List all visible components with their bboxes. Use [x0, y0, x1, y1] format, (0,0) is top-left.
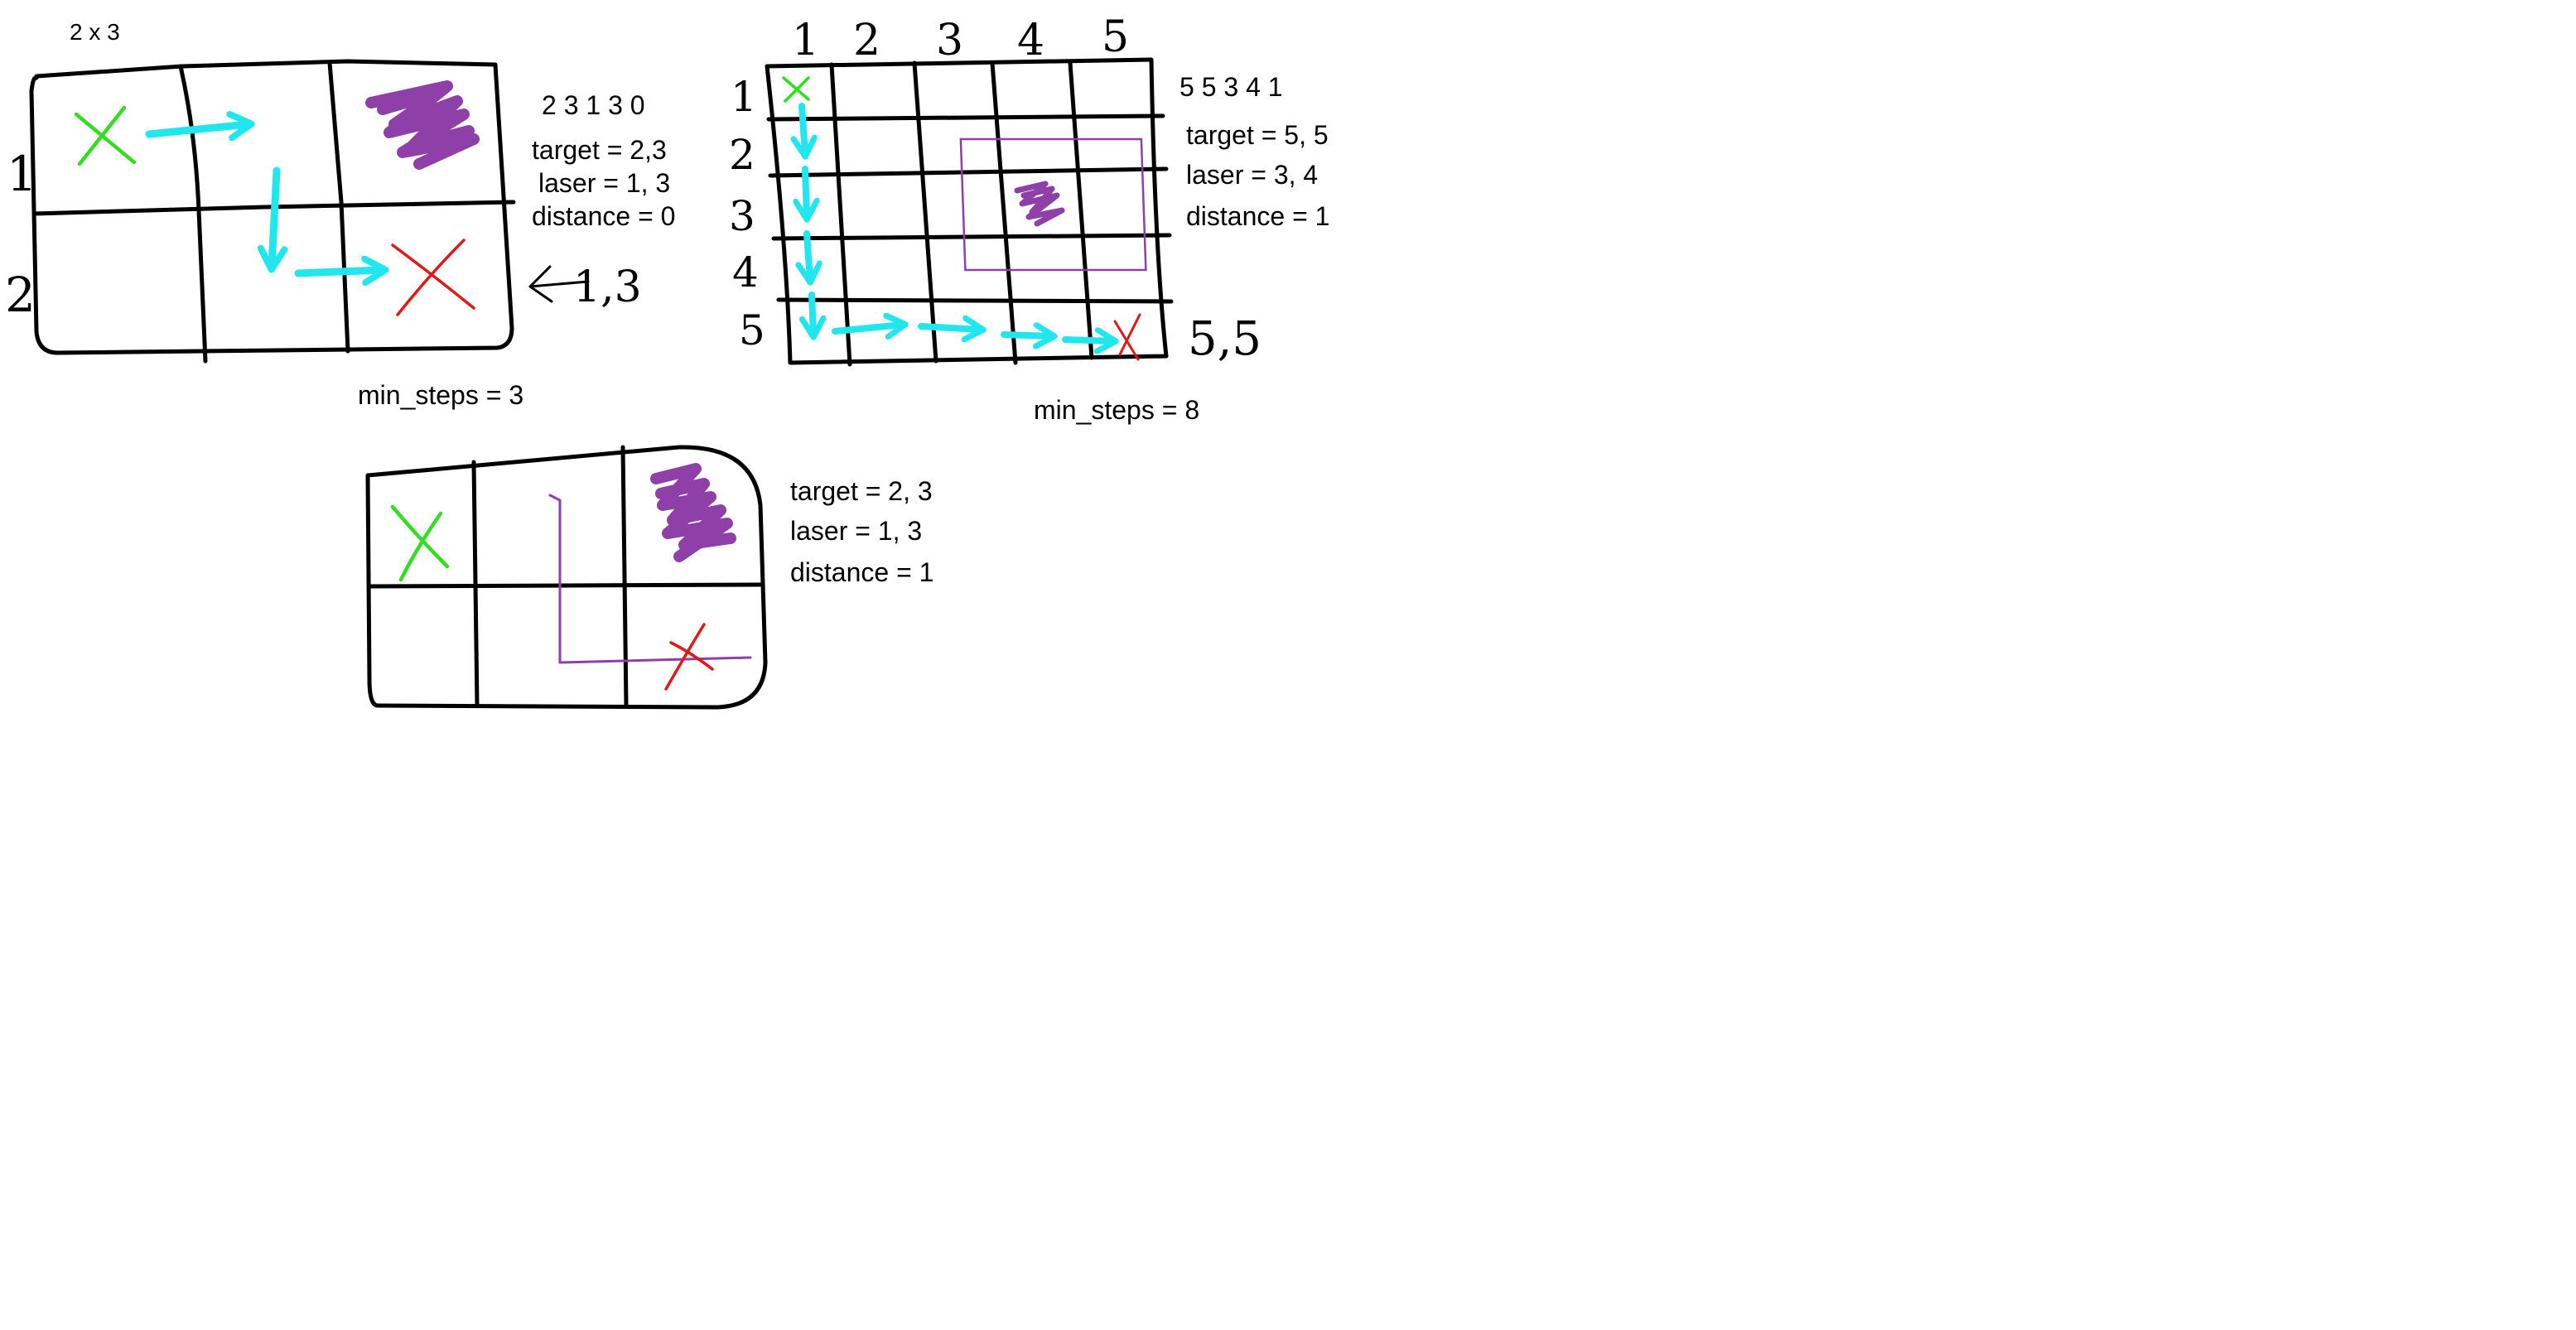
example2-start-mark [782, 76, 810, 103]
example2-grid [765, 57, 1174, 367]
example3-target-mark [664, 623, 714, 691]
example1-target-note: 1,3 [573, 263, 642, 312]
example3-target: target = 2, 3 [790, 476, 933, 506]
example3-grid [365, 445, 768, 710]
example2-col-label-1: 1 [792, 16, 819, 65]
example1-header: 2 x 3 [70, 19, 120, 45]
example2-arrow-down-3 [807, 230, 810, 280]
example2-diagram: 1 2 3 4 5 1 2 3 4 5 5 5 3 4 1 target = 5… [729, 12, 1329, 425]
example1-laser-scribble [365, 80, 480, 170]
example3-laser: laser = 1, 3 [790, 516, 922, 546]
example2-row-label-3: 3 [729, 192, 755, 240]
example1-input-line: 2 3 1 3 0 [542, 90, 645, 120]
example1-arrow-right-2 [294, 270, 383, 273]
example1-laser: laser = 1, 3 [538, 168, 670, 198]
example2-target-mark [1113, 313, 1141, 361]
example2-arrow-down-2 [805, 166, 807, 217]
example2-arrow-right-2 [918, 326, 981, 330]
example3-laser-scribble [650, 463, 736, 562]
example2-path-arrows [802, 103, 1113, 341]
example1-start-mark [74, 105, 137, 166]
example2-laser-scribble [1014, 181, 1065, 227]
example2-col-label-3: 3 [936, 16, 963, 65]
example1-note-arrow [528, 265, 590, 303]
example3-laser-range [548, 494, 752, 664]
example2-col-label-5: 5 [1102, 12, 1129, 62]
example2-arrow-down-1 [802, 103, 805, 154]
example2-result: min_steps = 8 [1034, 395, 1199, 425]
example1-path-arrows [145, 124, 383, 273]
example1-distance: distance = 0 [532, 201, 675, 231]
example2-laser-range [959, 137, 1147, 272]
example2-arrow-right-1 [832, 325, 903, 331]
example1-arrow-down [272, 166, 277, 267]
example2-target: target = 5, 5 [1186, 120, 1329, 150]
example1-diagram: 2 x 3 1 2 2 3 1 3 0 target = 2,3 laser =… [5, 19, 675, 410]
example3-start-mark [390, 504, 450, 582]
example3-diagram: target = 2, 3 laser = 1, 3 distance = 1 [365, 445, 933, 710]
example2-row-label-4: 4 [732, 248, 759, 296]
example2-distance: distance = 1 [1186, 201, 1329, 231]
example1-grid [29, 59, 516, 364]
example1-target: target = 2,3 [532, 135, 667, 165]
example2-laser: laser = 3, 4 [1186, 160, 1318, 190]
example2-col-label-2: 2 [853, 16, 880, 65]
example1-row-label-1: 1 [7, 146, 37, 202]
example2-row-label-5: 5 [739, 306, 765, 354]
example1-row-label-2: 2 [5, 267, 36, 323]
example2-row-label-1: 1 [731, 73, 757, 121]
example2-arrow-down-4 [812, 292, 813, 335]
example2-input-line: 5 5 3 4 1 [1179, 72, 1283, 102]
example2-col-label-4: 4 [1017, 16, 1044, 65]
example3-distance: distance = 1 [790, 557, 933, 587]
example2-row-label-2: 2 [729, 131, 755, 179]
example2-target-note: 5,5 [1188, 312, 1261, 366]
example1-result: min_steps = 3 [358, 380, 523, 410]
example1-arrow-right-1 [145, 124, 248, 134]
example1-target-mark [391, 239, 475, 316]
example2-arrow-right-4 [1062, 340, 1113, 341]
example2-arrow-right-3 [1001, 335, 1052, 336]
